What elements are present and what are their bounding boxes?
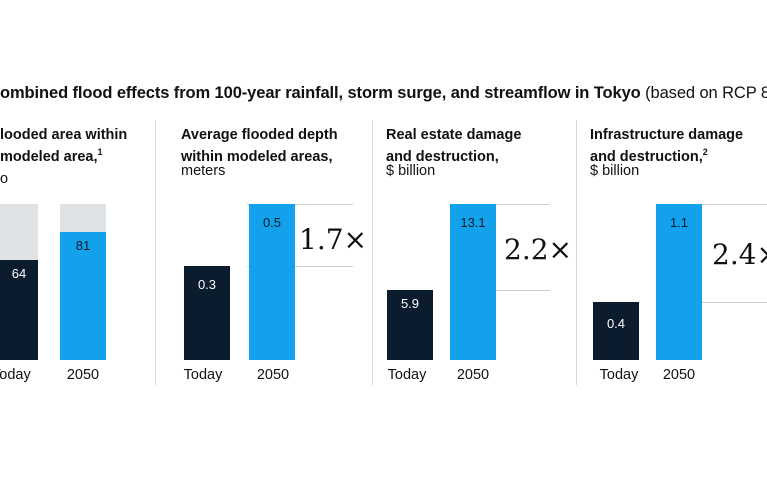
- reference-line-today: [656, 302, 767, 303]
- category-label-today: Today: [0, 367, 31, 383]
- footnote-marker: 1: [97, 147, 103, 158]
- panel-title: looded area within modeled area,1: [0, 127, 128, 165]
- reference-line-2050: [656, 204, 767, 205]
- multiplier-label: 2.4×: [712, 238, 767, 271]
- bar-2050: [450, 204, 496, 360]
- chart-title: ombined flood effects from 100-year rain…: [0, 84, 767, 103]
- category-label-2050: 2050: [456, 367, 490, 383]
- reference-line-today: [450, 290, 550, 291]
- value-label-2050: 0.5: [262, 215, 282, 230]
- category-label-2050: 2050: [256, 367, 290, 383]
- value-label-today: 0.4: [606, 316, 626, 331]
- panel-title: Infrastructure damage and destruction,2: [590, 127, 744, 165]
- panel-title: Real estate damage and destruction,: [386, 127, 522, 165]
- panel-real-estate-damage: Real estate damage and destruction, $ bil…: [386, 120, 574, 395]
- value-label-2050: 1.1: [669, 215, 689, 230]
- category-label-today: Today: [599, 367, 639, 383]
- value-label-today: 64: [11, 266, 27, 281]
- value-label-today: 0.3: [197, 277, 217, 292]
- panel-unit: meters: [181, 163, 226, 179]
- panel-unit: $ billion: [386, 163, 436, 179]
- bar-2050: [60, 232, 106, 360]
- bar-2050: [656, 204, 702, 360]
- chart-title-subtitle: (based on RCP 8: [645, 84, 767, 102]
- panel-divider: [155, 120, 156, 385]
- chart-title-main: ombined flood effects from 100-year rain…: [0, 84, 641, 102]
- reference-line-2050: [450, 204, 550, 205]
- bar-2050: [249, 204, 295, 360]
- footnote-marker: 2: [702, 147, 708, 158]
- category-label-2050: 2050: [662, 367, 696, 383]
- category-label-today: Today: [183, 367, 223, 383]
- panel-divider: [372, 120, 373, 385]
- multiplier-label: 2.2×: [504, 233, 572, 266]
- value-label-2050: 13.1: [460, 215, 486, 230]
- category-label-2050: 2050: [66, 367, 100, 383]
- panel-flooded-depth: Average flooded depth within modeled area…: [181, 120, 369, 395]
- reference-line-2050: [247, 204, 353, 205]
- category-label-today: Today: [387, 367, 427, 383]
- panel-title: Average flooded depth within modeled area…: [181, 127, 338, 165]
- value-label-today: 5.9: [400, 296, 420, 311]
- bar-today: [593, 302, 639, 360]
- bar-today: [387, 290, 433, 360]
- bar-today: [0, 260, 38, 360]
- panel-flooded-area: looded area within modeled area,1 o 64 81…: [0, 120, 155, 395]
- reference-line-today: [247, 266, 353, 267]
- value-label-2050: 81: [75, 238, 91, 253]
- panel-unit: $ billion: [590, 163, 640, 179]
- panel-infrastructure-damage: Infrastructure damage and destruction,2 $…: [590, 120, 767, 395]
- panel-divider: [576, 120, 577, 385]
- multiplier-label: 1.7×: [299, 223, 367, 256]
- panel-unit: o: [0, 171, 9, 187]
- bar-today: [184, 266, 230, 360]
